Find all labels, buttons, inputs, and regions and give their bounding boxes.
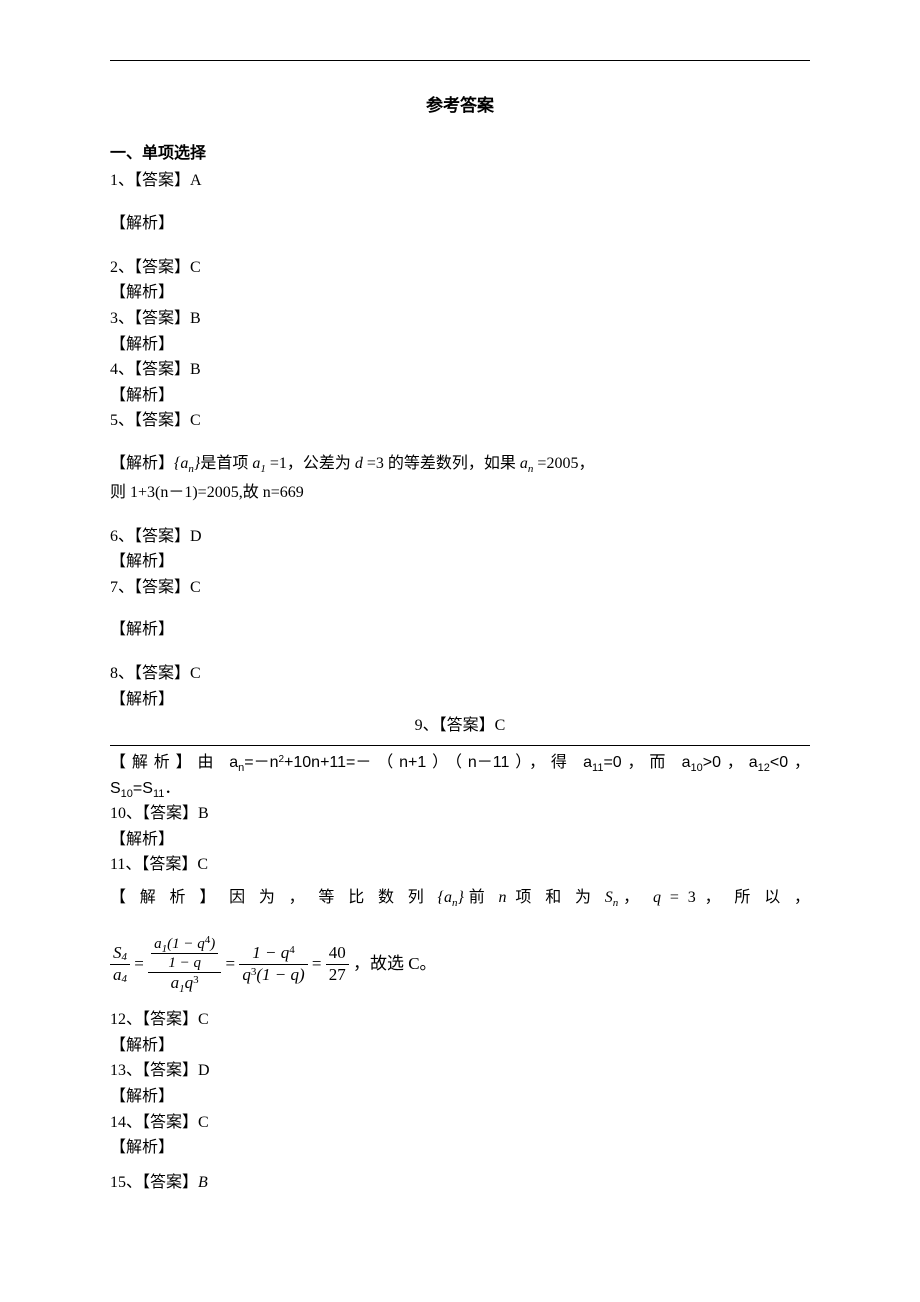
q12-answer: 12、【答案】C [110, 1007, 810, 1033]
q8-answer: 8、【答案】C [110, 661, 810, 687]
q9-answer: 9、【答案】C [110, 712, 810, 741]
q4-explain: 【解析】 [110, 383, 810, 409]
q5-a1eq: =1， [270, 455, 303, 472]
q5-deq: =3 的等差数列，如果 [367, 455, 520, 472]
q14-answer: 14、【答案】C [110, 1110, 810, 1136]
frac-compound: a1(1 − q4) 1 − q a1q3 [148, 935, 221, 993]
q5-dtext: 公差为 [303, 455, 355, 472]
q11-formula-line: S4 a4 = a1(1 − q4) 1 − q a1q3 = 1 − q4 q… [110, 935, 810, 993]
q5-aneq: =2005， [537, 455, 594, 472]
q11-explain-line1: 【 解 析 】 因 为 ， 等 比 数 列 {an}前 n 项 和 为 Sn， … [110, 884, 810, 913]
q11-q: q [653, 889, 661, 906]
q11-after: 前 [464, 889, 490, 906]
q1-answer: 1、【答案】A [110, 168, 810, 194]
q11-explain-text: 【 解 析 】 因 为 ， 等 比 数 列 [110, 889, 429, 906]
q12-explain: 【解析】 [110, 1033, 810, 1059]
q3-answer: 3、【答案】B [110, 306, 810, 332]
mid-rule [110, 745, 810, 746]
q5-explain-line1: 【解析】{an}是首项 a1 =1，公差为 d =3 的等差数列，如果 an =… [110, 450, 810, 479]
q8-explain: 【解析】 [110, 687, 810, 713]
q9-explain-line1: 【解析】由 an=－n2+10n+11=－（n+1）（n－11），得 a11=0… [110, 750, 810, 776]
q10-answer: 10、【答案】B [110, 801, 810, 827]
eq1: = [134, 954, 148, 973]
q9-formula: an=－n2+10n+11=－（n+1）（n－11），得 a11=0，而 a10… [229, 754, 810, 771]
q6-answer: 6、【答案】D [110, 524, 810, 550]
q11-eq3: = 3 [670, 889, 696, 906]
q4-answer: 4、【答案】B [110, 357, 810, 383]
top-rule [110, 60, 810, 61]
q13-explain: 【解析】 [110, 1084, 810, 1110]
frac-4027: 40 27 [326, 943, 349, 985]
q7-answer: 7、【答案】C [110, 575, 810, 601]
q2-explain: 【解析】 [110, 280, 810, 306]
q11-n: n [499, 889, 507, 906]
q11-answer: 11、【答案】C [110, 852, 810, 878]
q15-letter: B [198, 1174, 208, 1191]
q5-answer: 5、【答案】C [110, 408, 810, 434]
q9-prefix: 【解析】由 [110, 754, 229, 771]
q11-after2: 项 和 为 [515, 889, 595, 906]
q11-c1: ， [618, 889, 644, 906]
eq2: = [225, 954, 239, 973]
q9-explain-line2: S10=S11． [110, 776, 810, 802]
q13-answer: 13、【答案】D [110, 1058, 810, 1084]
page-title: 参考答案 [110, 91, 810, 122]
frac-mid: 1 − q4 q3(1 − q) [239, 943, 307, 985]
eq3: = [312, 954, 326, 973]
q11-final: ，故选 C。 [353, 954, 437, 973]
q15-answer: 15、【答案】B [110, 1169, 810, 1198]
q2-answer: 2、【答案】C [110, 255, 810, 281]
q5-text1: 是首项 [200, 455, 248, 472]
q6-explain: 【解析】 [110, 549, 810, 575]
q5-explain-prefix: 【解析】 [110, 455, 174, 472]
frac-s4-a4: S4 a4 [110, 943, 130, 985]
q7-explain: 【解析】 [110, 616, 810, 645]
q3-explain: 【解析】 [110, 332, 810, 358]
section-label: 一、单项选择 [110, 140, 810, 169]
q10-explain: 【解析】 [110, 827, 810, 853]
q5-explain-line2: 则 1+3(n－1)=2005,故 n=669 [110, 479, 810, 508]
q11-tail: ， 所 以 ， [705, 889, 810, 906]
q1-explain: 【解析】 [110, 210, 810, 239]
q14-explain: 【解析】 [110, 1135, 810, 1161]
q15-prefix: 15、【答案】 [110, 1174, 198, 1191]
